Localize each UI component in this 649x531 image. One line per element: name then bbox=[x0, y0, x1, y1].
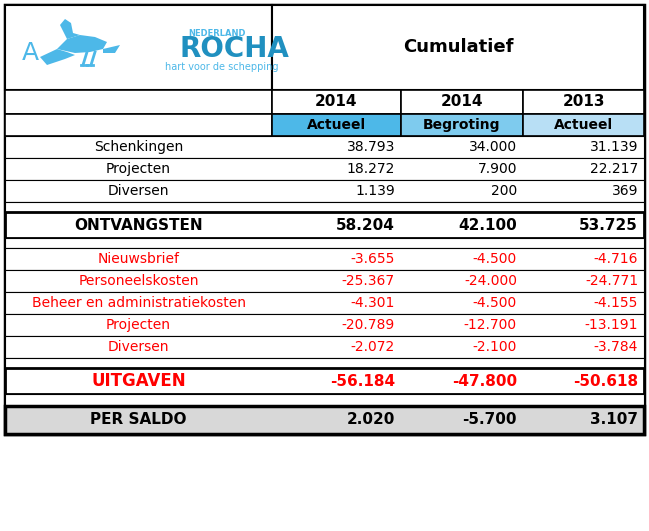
Bar bbox=[5, 336, 644, 358]
Text: 22.217: 22.217 bbox=[590, 162, 638, 176]
Polygon shape bbox=[40, 49, 75, 65]
Text: Beheer en administratiekosten: Beheer en administratiekosten bbox=[32, 296, 245, 310]
Text: -4.155: -4.155 bbox=[594, 296, 638, 310]
Text: -4.500: -4.500 bbox=[472, 252, 517, 266]
Text: -12.700: -12.700 bbox=[464, 318, 517, 332]
Text: -47.800: -47.800 bbox=[452, 373, 517, 389]
Text: -56.184: -56.184 bbox=[330, 373, 395, 389]
Text: -2.100: -2.100 bbox=[472, 340, 517, 354]
Bar bbox=[5, 180, 644, 202]
Text: Schenkingen: Schenkingen bbox=[94, 140, 183, 154]
Bar bbox=[5, 5, 272, 90]
Text: 2013: 2013 bbox=[562, 95, 605, 109]
Text: -4.500: -4.500 bbox=[472, 296, 517, 310]
Text: 2.020: 2.020 bbox=[347, 413, 395, 427]
Text: Begroting: Begroting bbox=[423, 118, 501, 132]
Text: -4.301: -4.301 bbox=[350, 296, 395, 310]
Text: -20.789: -20.789 bbox=[342, 318, 395, 332]
Text: 200: 200 bbox=[491, 184, 517, 198]
Text: Personeelskosten: Personeelskosten bbox=[79, 274, 199, 288]
Text: 34.000: 34.000 bbox=[469, 140, 517, 154]
Bar bbox=[5, 406, 644, 434]
Bar bbox=[5, 248, 644, 270]
Bar bbox=[5, 292, 644, 314]
Bar bbox=[5, 314, 644, 336]
Bar bbox=[5, 136, 644, 158]
Text: UITGAVEN: UITGAVEN bbox=[92, 372, 186, 390]
Text: hart voor de schepping: hart voor de schepping bbox=[165, 62, 279, 72]
Text: Projecten: Projecten bbox=[106, 318, 171, 332]
Text: Diversen: Diversen bbox=[108, 184, 169, 198]
Text: Projecten: Projecten bbox=[106, 162, 171, 176]
Text: -50.618: -50.618 bbox=[573, 373, 638, 389]
Bar bbox=[401, 114, 523, 136]
Text: -2.072: -2.072 bbox=[350, 340, 395, 354]
Text: 369: 369 bbox=[611, 184, 638, 198]
Bar bbox=[5, 5, 644, 434]
Polygon shape bbox=[60, 19, 80, 39]
Text: 42.100: 42.100 bbox=[458, 218, 517, 233]
Bar bbox=[5, 368, 644, 394]
Text: Nieuwsbrief: Nieuwsbrief bbox=[97, 252, 180, 266]
Bar bbox=[272, 114, 401, 136]
Text: -13.191: -13.191 bbox=[585, 318, 638, 332]
Text: A: A bbox=[21, 41, 38, 65]
Text: 1.139: 1.139 bbox=[355, 184, 395, 198]
Bar bbox=[523, 90, 644, 114]
Bar bbox=[5, 358, 644, 368]
Bar bbox=[5, 212, 644, 238]
Text: 2014: 2014 bbox=[315, 95, 358, 109]
Text: PER SALDO: PER SALDO bbox=[90, 413, 187, 427]
Text: Actueel: Actueel bbox=[554, 118, 613, 132]
Bar bbox=[401, 90, 523, 114]
Text: Actueel: Actueel bbox=[307, 118, 366, 132]
Bar bbox=[272, 5, 644, 90]
Text: -3.784: -3.784 bbox=[594, 340, 638, 354]
Bar bbox=[5, 114, 272, 136]
Text: 18.272: 18.272 bbox=[347, 162, 395, 176]
Text: -3.655: -3.655 bbox=[350, 252, 395, 266]
Text: 58.204: 58.204 bbox=[336, 218, 395, 233]
Text: Diversen: Diversen bbox=[108, 340, 169, 354]
Bar bbox=[523, 114, 644, 136]
Polygon shape bbox=[103, 45, 120, 53]
Bar bbox=[5, 158, 644, 180]
Bar bbox=[272, 90, 401, 114]
Text: -24.771: -24.771 bbox=[585, 274, 638, 288]
Text: -4.716: -4.716 bbox=[593, 252, 638, 266]
Text: 53.725: 53.725 bbox=[579, 218, 638, 233]
Bar bbox=[5, 238, 644, 248]
Text: -24.000: -24.000 bbox=[464, 274, 517, 288]
Text: 31.139: 31.139 bbox=[589, 140, 638, 154]
Text: 3.107: 3.107 bbox=[590, 413, 638, 427]
Text: 7.900: 7.900 bbox=[478, 162, 517, 176]
Text: 38.793: 38.793 bbox=[347, 140, 395, 154]
Text: 2014: 2014 bbox=[441, 95, 484, 109]
Text: Cumulatief: Cumulatief bbox=[403, 39, 513, 56]
Text: ROCHA: ROCHA bbox=[179, 35, 289, 63]
Bar bbox=[5, 202, 644, 212]
Bar bbox=[5, 90, 272, 114]
Text: -5.700: -5.700 bbox=[463, 413, 517, 427]
Bar bbox=[5, 394, 644, 406]
Text: ONTVANGSTEN: ONTVANGSTEN bbox=[74, 218, 202, 233]
Polygon shape bbox=[57, 35, 107, 53]
Text: -25.367: -25.367 bbox=[342, 274, 395, 288]
Bar bbox=[5, 270, 644, 292]
Text: NEDERLAND: NEDERLAND bbox=[188, 29, 246, 38]
